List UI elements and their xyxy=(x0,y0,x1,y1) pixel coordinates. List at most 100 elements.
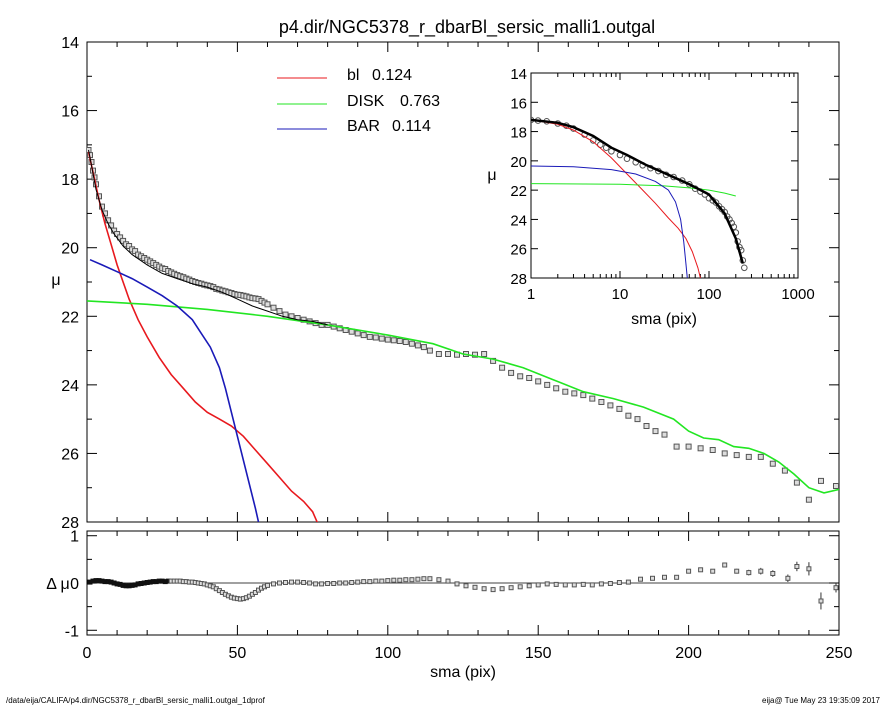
residual-point xyxy=(481,586,487,592)
legend-label-disk: DISK xyxy=(347,93,385,110)
footer-user-date: eija@ Tue May 23 19:35:09 2017 xyxy=(762,696,881,705)
main-data-point xyxy=(472,351,478,358)
inset-line-bar xyxy=(531,165,688,278)
residual-point xyxy=(421,576,427,582)
main-data-point xyxy=(625,412,632,419)
main-line-bl xyxy=(87,151,318,522)
main-data-point xyxy=(616,405,623,412)
residual-point xyxy=(818,598,824,604)
main-data-point xyxy=(757,453,764,460)
residual-point xyxy=(313,581,319,587)
x-axis-label: sma (pix) xyxy=(430,664,496,681)
main-data-point xyxy=(818,477,824,484)
residual-point xyxy=(598,581,604,587)
residual-point xyxy=(571,582,577,588)
inset-y-tick-label: 28 xyxy=(510,271,527,288)
residual-point xyxy=(517,584,523,590)
residual-point xyxy=(562,582,568,588)
main-data-point xyxy=(589,395,596,402)
residual-point xyxy=(409,577,415,583)
residual-y-axis-label: Δ μ xyxy=(46,576,69,593)
inset-y-tick-label: 18 xyxy=(510,125,527,142)
inset-line-total xyxy=(531,118,745,264)
residual-point xyxy=(355,579,361,585)
main-series-group xyxy=(87,147,839,522)
inset-line-disk xyxy=(531,183,736,197)
residual-point xyxy=(650,575,655,581)
residual-point xyxy=(770,571,776,576)
residual-point xyxy=(463,583,469,589)
residual-point xyxy=(544,581,550,587)
residual-point xyxy=(436,577,442,583)
residual-point xyxy=(361,579,367,585)
main-y-ticks: 14 16 18 20 22 24 26 28 xyxy=(61,35,839,532)
main-data-point xyxy=(414,342,421,349)
main-data-point xyxy=(580,392,587,399)
main-line-bar xyxy=(89,258,260,522)
residual-point xyxy=(686,568,692,574)
residual-point xyxy=(535,582,541,588)
residual-point xyxy=(367,579,373,585)
inset-y-tick-label: 26 xyxy=(510,242,527,259)
main-data-point xyxy=(390,337,397,344)
main-data-point xyxy=(276,308,283,315)
x-tick-label: 50 xyxy=(229,645,247,662)
inset-y-tick-label: 24 xyxy=(510,212,527,229)
residual-point xyxy=(662,574,667,580)
residual-point xyxy=(415,576,421,582)
main-data-point xyxy=(643,423,650,429)
x-tick-label: 100 xyxy=(374,645,401,662)
main-y-axis-label: μ xyxy=(51,272,60,289)
inset-y-tick-label: 22 xyxy=(510,183,527,200)
inset-x-tick-label: 1 xyxy=(527,286,535,303)
main-data-point xyxy=(685,443,692,450)
x-tick-label: 200 xyxy=(675,645,702,662)
footer-path: /data/eija/CALIFA/p4.dir/NGC5378_r_dbarB… xyxy=(6,696,266,705)
inset-x-tick-label: 100 xyxy=(696,286,721,303)
main-data-point xyxy=(354,330,361,337)
main-y-tick-label: 24 xyxy=(61,378,79,395)
main-y-tick-label: 20 xyxy=(61,241,79,258)
residual-point xyxy=(343,580,349,586)
x-tick-label: 250 xyxy=(826,645,853,662)
main-panel: 14 16 18 20 22 24 26 28 μ bl 0.124 DISK 0.763 B… xyxy=(51,35,840,532)
residual-point xyxy=(833,585,839,591)
main-data-point xyxy=(553,385,560,392)
residual-point xyxy=(794,564,800,569)
main-data-point xyxy=(372,334,379,341)
residual-point xyxy=(589,582,595,588)
main-data-point xyxy=(535,378,542,385)
inset-series-group xyxy=(531,116,748,278)
residual-point xyxy=(307,580,313,586)
main-data-point xyxy=(652,428,659,435)
main-data-point xyxy=(745,453,752,460)
residual-point xyxy=(526,583,532,589)
legend-label-bl: bl xyxy=(347,67,359,84)
main-series-clip xyxy=(87,147,839,522)
main-data-point xyxy=(709,447,716,453)
inset-frame xyxy=(530,72,799,279)
residual-point xyxy=(722,562,728,568)
inset-data-point xyxy=(741,264,748,272)
main-y-tick-label: 18 xyxy=(61,172,79,189)
inset-y-tick-label: 16 xyxy=(510,95,527,112)
main-data-point xyxy=(336,325,343,332)
residual-point xyxy=(397,577,403,583)
main-data-point xyxy=(661,431,668,438)
residual-point xyxy=(331,581,337,586)
residual-point xyxy=(445,578,451,584)
main-x-ticks xyxy=(86,42,840,522)
residual-point xyxy=(746,570,752,576)
residual-point xyxy=(403,577,409,583)
residual-point xyxy=(674,574,680,580)
main-data-point xyxy=(793,479,800,486)
residual-point xyxy=(295,579,301,585)
residual-point xyxy=(289,579,294,585)
main-data-point xyxy=(607,402,614,409)
residual-point xyxy=(734,568,740,574)
main-data-point xyxy=(499,364,506,371)
residual-point xyxy=(373,578,379,584)
main-y-tick-label: 26 xyxy=(61,446,79,463)
residual-point xyxy=(616,580,622,585)
residual-point xyxy=(508,585,514,591)
